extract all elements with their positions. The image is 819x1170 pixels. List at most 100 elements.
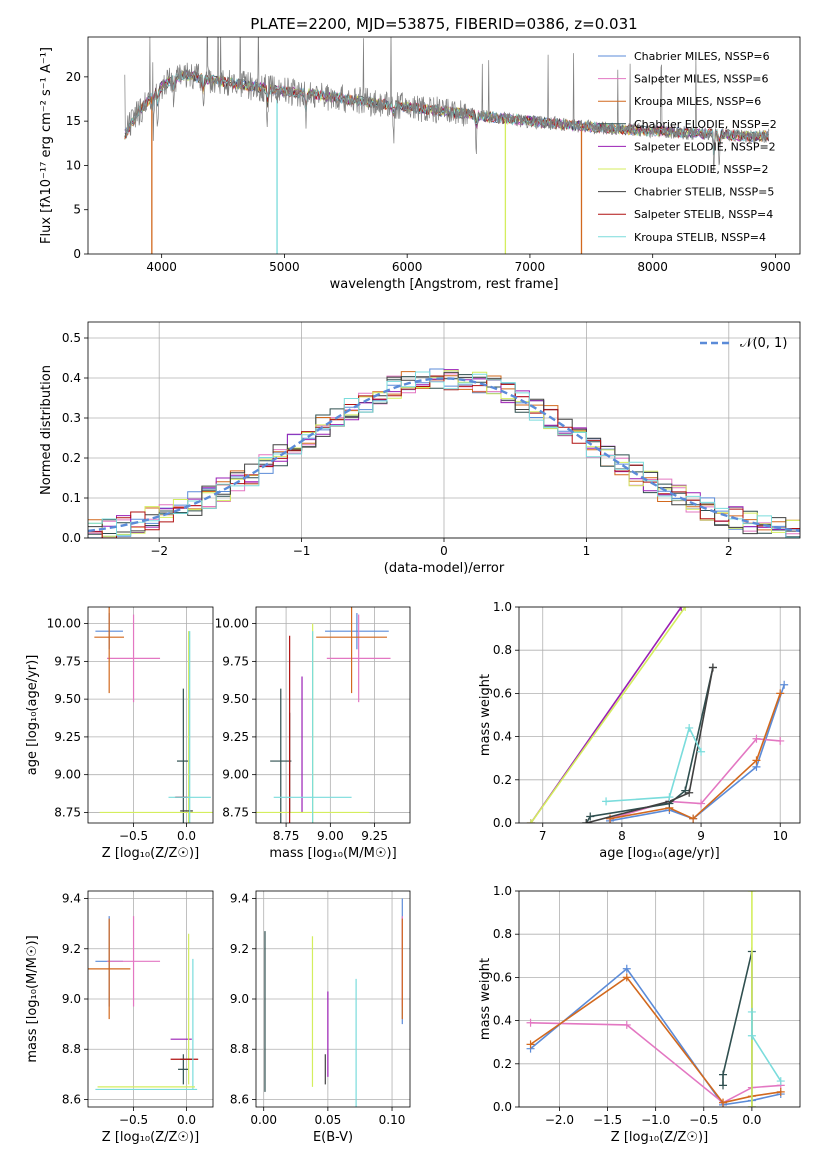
plus-marker (681, 607, 690, 611)
plus-marker (747, 1031, 756, 1040)
x-tick-label: 0.00 (250, 1113, 277, 1127)
plus-marker (622, 1020, 631, 1029)
x-axis-label: Z [log₁₀(Z/Z☉)] (611, 1130, 708, 1145)
y-axis-label: mass weight (478, 958, 493, 1040)
plus-marker (685, 723, 694, 732)
y-tick-label: 8.75 (54, 805, 81, 819)
panel-mass_vs_z (84, 891, 213, 1111)
panel-weight_vs_age (515, 606, 800, 827)
y-tick-label: 9.00 (222, 768, 249, 782)
legend-entry: 𝒩(0, 1) (740, 336, 787, 351)
axes-frame (255, 606, 411, 824)
axes-frame (518, 890, 801, 1108)
plus-marker (697, 799, 706, 808)
y-tick-label: 9.25 (54, 730, 81, 744)
errorbars (88, 916, 199, 1091)
y-tick-label: 20 (66, 70, 81, 84)
x-axis-label: wavelength [Angstrom, rest frame] (330, 277, 559, 292)
x-tick-label: 9.00 (317, 829, 344, 843)
x-tick-label: −0.5 (689, 1113, 718, 1127)
chart-title: PLATE=2200, MJD=53875, FIBERID=0386, z=0… (250, 15, 637, 33)
y-tick-label: 9.2 (62, 942, 81, 956)
x-tick-label: 9 (697, 829, 705, 843)
x-tick-label: 0.05 (315, 1113, 342, 1127)
y-tick-label: 9.25 (222, 730, 249, 744)
y-tick-label: 10.00 (215, 617, 249, 631)
plus-marker (526, 819, 535, 823)
plus-marker (582, 819, 591, 823)
x-tick-label: 0.0 (177, 1113, 196, 1127)
legend-entry: Kroupa STELIB, NSSP=4 (634, 231, 766, 244)
y-tick-label: 0.0 (493, 1100, 512, 1114)
plus-marker (697, 747, 706, 756)
x-tick-label: −0.5 (119, 1113, 148, 1127)
y-axis-label: age [log₁₀(age/yr)] (25, 655, 40, 776)
x-tick-label: 5000 (269, 260, 300, 274)
axes-frame (87, 321, 801, 539)
y-tick-label: 0.0 (493, 816, 512, 830)
plus-marker (719, 1098, 728, 1107)
y-tick-label: 9.75 (222, 654, 249, 668)
x-tick-label: 1 (583, 544, 591, 558)
histogram-step (88, 371, 800, 535)
x-tick-label: 6000 (392, 260, 423, 274)
y-tick-label: 0.4 (493, 1014, 512, 1028)
x-tick-label: 7000 (515, 260, 546, 274)
y-axis-label: Normed distribution (39, 365, 54, 495)
panel-mass_vs_ebv (252, 891, 410, 1111)
y-tick-label: 15 (66, 114, 81, 128)
plus-marker (776, 736, 785, 745)
plus-marker (622, 973, 631, 982)
weight-line (609, 737, 781, 820)
plus-marker (602, 797, 611, 806)
y-tick-label: 0.8 (493, 643, 512, 657)
x-tick-label: 9000 (760, 260, 791, 274)
y-tick-label: 0.4 (62, 371, 81, 385)
y-tick-label: 0.5 (62, 331, 81, 345)
x-tick-label: 8000 (637, 260, 668, 274)
plus-marker (708, 663, 717, 672)
x-tick-label: 2 (725, 544, 733, 558)
y-tick-label: 0.6 (493, 686, 512, 700)
plus-marker (747, 891, 756, 895)
weight-line (606, 725, 702, 803)
x-axis-label: Z [log₁₀(Z/Z☉)] (102, 846, 199, 861)
y-tick-label: 8.6 (62, 1092, 81, 1106)
errorbars (94, 607, 213, 823)
y-tick-label: 9.0 (230, 992, 249, 1006)
plus-marker (776, 1087, 785, 1096)
axes-frame (87, 890, 214, 1108)
y-tick-label: 0.2 (493, 1057, 512, 1071)
y-tick-label: 10 (66, 158, 81, 172)
plus-marker (526, 1040, 535, 1049)
plus-marker (747, 1103, 756, 1107)
x-tick-label: 9.25 (361, 829, 388, 843)
y-tick-label: 9.75 (54, 654, 81, 668)
x-tick-label: 7 (539, 829, 547, 843)
gaussian-curve (88, 377, 800, 533)
legend-entry: Salpeter STELIB, NSSP=4 (634, 208, 773, 221)
y-axis-label: Flux [fλ10⁻¹⁷ erg cm⁻² s⁻¹ A⁻¹] (39, 47, 54, 244)
y-tick-label: 1.0 (493, 884, 512, 898)
x-tick-label: −1 (293, 544, 311, 558)
plus-marker (747, 1007, 756, 1016)
legend-entry: Kroupa MILES, NSSP=6 (634, 95, 761, 108)
y-tick-label: 9.50 (54, 692, 81, 706)
y-tick-label: 10.00 (47, 617, 81, 631)
plus-marker (776, 689, 785, 698)
observed-spectrum-line (124, 37, 770, 172)
plus-marker (780, 680, 789, 689)
legend-entry: Chabrier ELODIE, NSSP=2 (634, 118, 777, 131)
legend-entry: Salpeter ELODIE, NSSP=2 (634, 140, 776, 153)
x-tick-label: 0 (440, 544, 448, 558)
y-tick-label: 9.00 (54, 768, 81, 782)
plus-marker (776, 1077, 785, 1086)
axes-frame (87, 606, 214, 824)
legend-entry: Chabrier MILES, NSSP=6 (634, 50, 770, 63)
weight-line (530, 607, 686, 823)
panel-residuals (84, 322, 800, 542)
plus-marker (752, 734, 761, 743)
histogram-step (88, 371, 800, 538)
y-tick-label: 9.50 (222, 692, 249, 706)
legend-entry: Kroupa ELODIE, NSSP=2 (634, 163, 768, 176)
